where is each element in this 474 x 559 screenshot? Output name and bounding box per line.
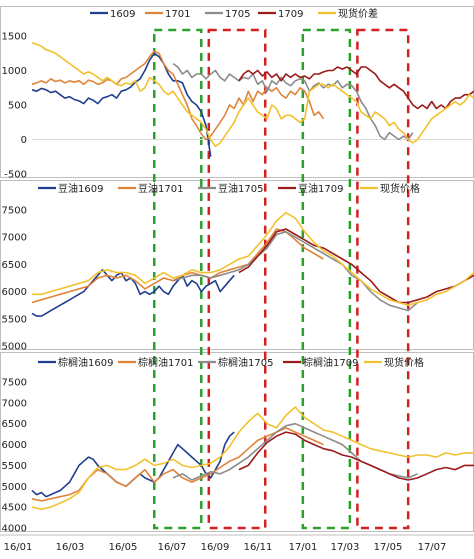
series-line-2-4 (238, 228, 474, 304)
y-tick-label-1-5: 1500 (2, 32, 27, 43)
series-line-1-2 (31, 50, 325, 141)
series-line-1-5 (31, 42, 474, 148)
y-tick-label-3-4: 5500 (2, 461, 27, 472)
panel-frame-1 (0, 6, 474, 178)
legend-label-3-4: 棕榈油1709 (303, 356, 358, 369)
y-tick-label-3-3: 5000 (2, 482, 27, 493)
legend-label-3-5: 现货价格 (384, 356, 424, 369)
x-tick-label-1: 16/01 (4, 542, 33, 553)
legend-label-1-3: 1705 (225, 9, 250, 20)
panel-frame-2 (0, 180, 474, 350)
y-tick-label-2-3: 6000 (2, 287, 27, 298)
highlight-box-1 (153, 28, 203, 530)
y-tick-label-3-1: 4000 (2, 524, 27, 535)
x-tick-label-3: 16/05 (109, 542, 138, 553)
y-tick-label-3-6: 6500 (2, 419, 27, 430)
y-tick-label-2-4: 6500 (2, 260, 27, 271)
legend-label-2-3: 豆油1705 (218, 182, 263, 195)
series-line-2-5 (32, 211, 474, 307)
highlight-box-4 (356, 28, 410, 530)
x-tick-label-7: 17/01 (289, 542, 318, 553)
highlight-box-3 (301, 28, 352, 530)
legend-label-2-4: 豆油1709 (298, 182, 343, 195)
x-tick-label-8: 17/03 (331, 542, 360, 553)
legend-label-3-3: 棕榈油1705 (218, 356, 273, 369)
highlight-box-2 (207, 28, 267, 530)
y-tick-label-2-6: 7500 (2, 206, 27, 217)
y-tick-label-3-2: 4500 (2, 503, 27, 514)
y-tick-label-1-1: -500 (4, 170, 27, 181)
legend-label-1-1: 1609 (110, 9, 135, 20)
y-tick-label-3-7: 7000 (2, 398, 27, 409)
y-tick-label-2-5: 7000 (2, 233, 27, 244)
x-tick-label-5: 16/09 (201, 542, 230, 553)
y-tick-label-1-3: 500 (8, 101, 27, 112)
legend-label-1-5: 现货价差 (338, 7, 378, 20)
legend-label-1-4: 1709 (278, 9, 303, 20)
series-line-1-3 (172, 62, 414, 141)
series-line-3-4 (238, 431, 474, 481)
y-tick-label-1-4: 1000 (2, 66, 27, 77)
series-line-2-1 (31, 268, 235, 317)
legend-label-3-1: 棕榈油1609 (58, 356, 113, 369)
x-tick-label-4: 16/07 (158, 542, 187, 553)
series-line-1-4 (238, 66, 474, 110)
x-tick-label-10: 17/07 (418, 542, 447, 553)
series-line-2-2 (31, 228, 324, 304)
y-tick-label-2-2: 5500 (2, 314, 27, 325)
x-tick-label-9: 17/05 (374, 542, 403, 553)
legend-label-2-1: 豆油1609 (58, 182, 103, 195)
x-tick-label-2: 16/03 (56, 542, 85, 553)
panel-frame-3 (0, 352, 474, 532)
y-tick-label-2-1: 5000 (2, 342, 27, 353)
y-tick-label-1-2: 0 (21, 135, 27, 146)
legend-label-2-5: 现货价格 (380, 182, 420, 195)
legend-label-1-2: 1701 (165, 9, 190, 20)
legend-label-3-2: 棕榈油1701 (138, 356, 193, 369)
y-tick-label-3-8: 7500 (2, 378, 27, 389)
x-tick-label-6: 16/11 (244, 542, 273, 553)
series-line-2-3 (172, 231, 419, 312)
legend-label-2-2: 豆油1701 (138, 182, 183, 195)
series-line-1-1 (31, 52, 212, 157)
y-tick-label-3-5: 6000 (2, 440, 27, 451)
series-line-3-5 (31, 406, 474, 511)
